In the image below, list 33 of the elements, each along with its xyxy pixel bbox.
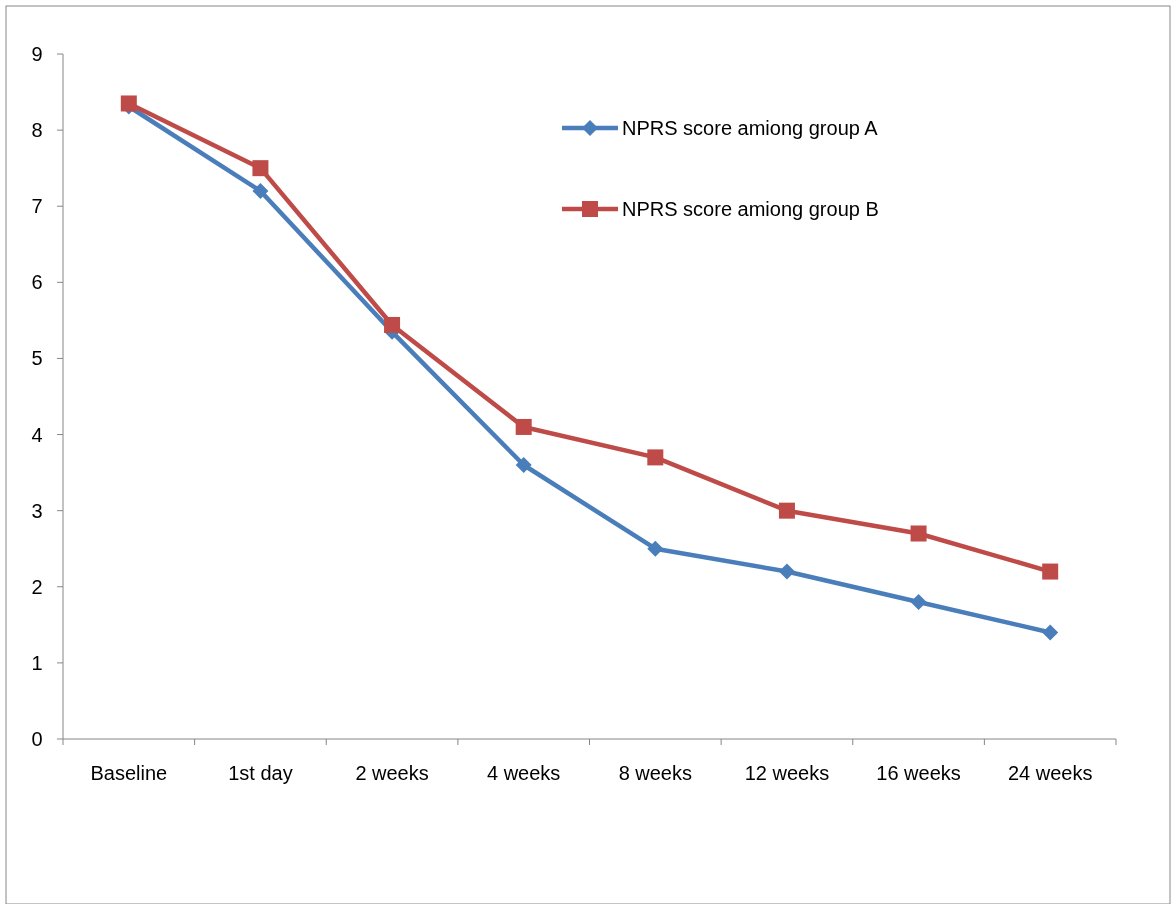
point bbox=[1042, 563, 1059, 580]
legend-label: NPRS score amiong group A bbox=[622, 117, 879, 139]
x-tick-label: 8 weeks bbox=[618, 762, 692, 784]
x-tick-label: 4 weeks bbox=[487, 762, 561, 784]
x-tick-label: 12 weeks bbox=[744, 762, 830, 784]
y-tick-label: 3 bbox=[31, 499, 43, 522]
x-tick-label: 2 weeks bbox=[355, 762, 429, 784]
point bbox=[647, 449, 664, 466]
legend-label: NPRS score amiong group B bbox=[622, 198, 879, 220]
point bbox=[252, 160, 269, 177]
point bbox=[1042, 624, 1059, 641]
y-tick-label: 5 bbox=[31, 347, 43, 370]
y-tick-label: 0 bbox=[31, 728, 43, 750]
y-tick-label: 7 bbox=[31, 195, 43, 218]
point bbox=[778, 563, 795, 580]
x-tick-label: Baseline bbox=[90, 762, 168, 784]
y-tick-label: 2 bbox=[31, 575, 43, 598]
y-tick-label: 4 bbox=[31, 423, 43, 446]
point bbox=[515, 418, 532, 435]
y-tick-label: 9 bbox=[31, 43, 43, 65]
y-tick-label: 6 bbox=[31, 271, 43, 294]
y-tick-label: 8 bbox=[31, 119, 43, 142]
y-tick-label: 1 bbox=[31, 651, 43, 674]
x-tick-label: 16 weeks bbox=[876, 762, 961, 784]
point bbox=[515, 457, 532, 473]
point bbox=[778, 502, 795, 519]
x-tick-label: 24 weeks bbox=[1007, 762, 1093, 784]
point bbox=[910, 525, 927, 542]
point bbox=[647, 540, 664, 557]
point bbox=[252, 183, 269, 199]
x-tick-label: 1st day bbox=[228, 762, 293, 784]
point bbox=[910, 594, 927, 610]
point bbox=[384, 316, 401, 333]
